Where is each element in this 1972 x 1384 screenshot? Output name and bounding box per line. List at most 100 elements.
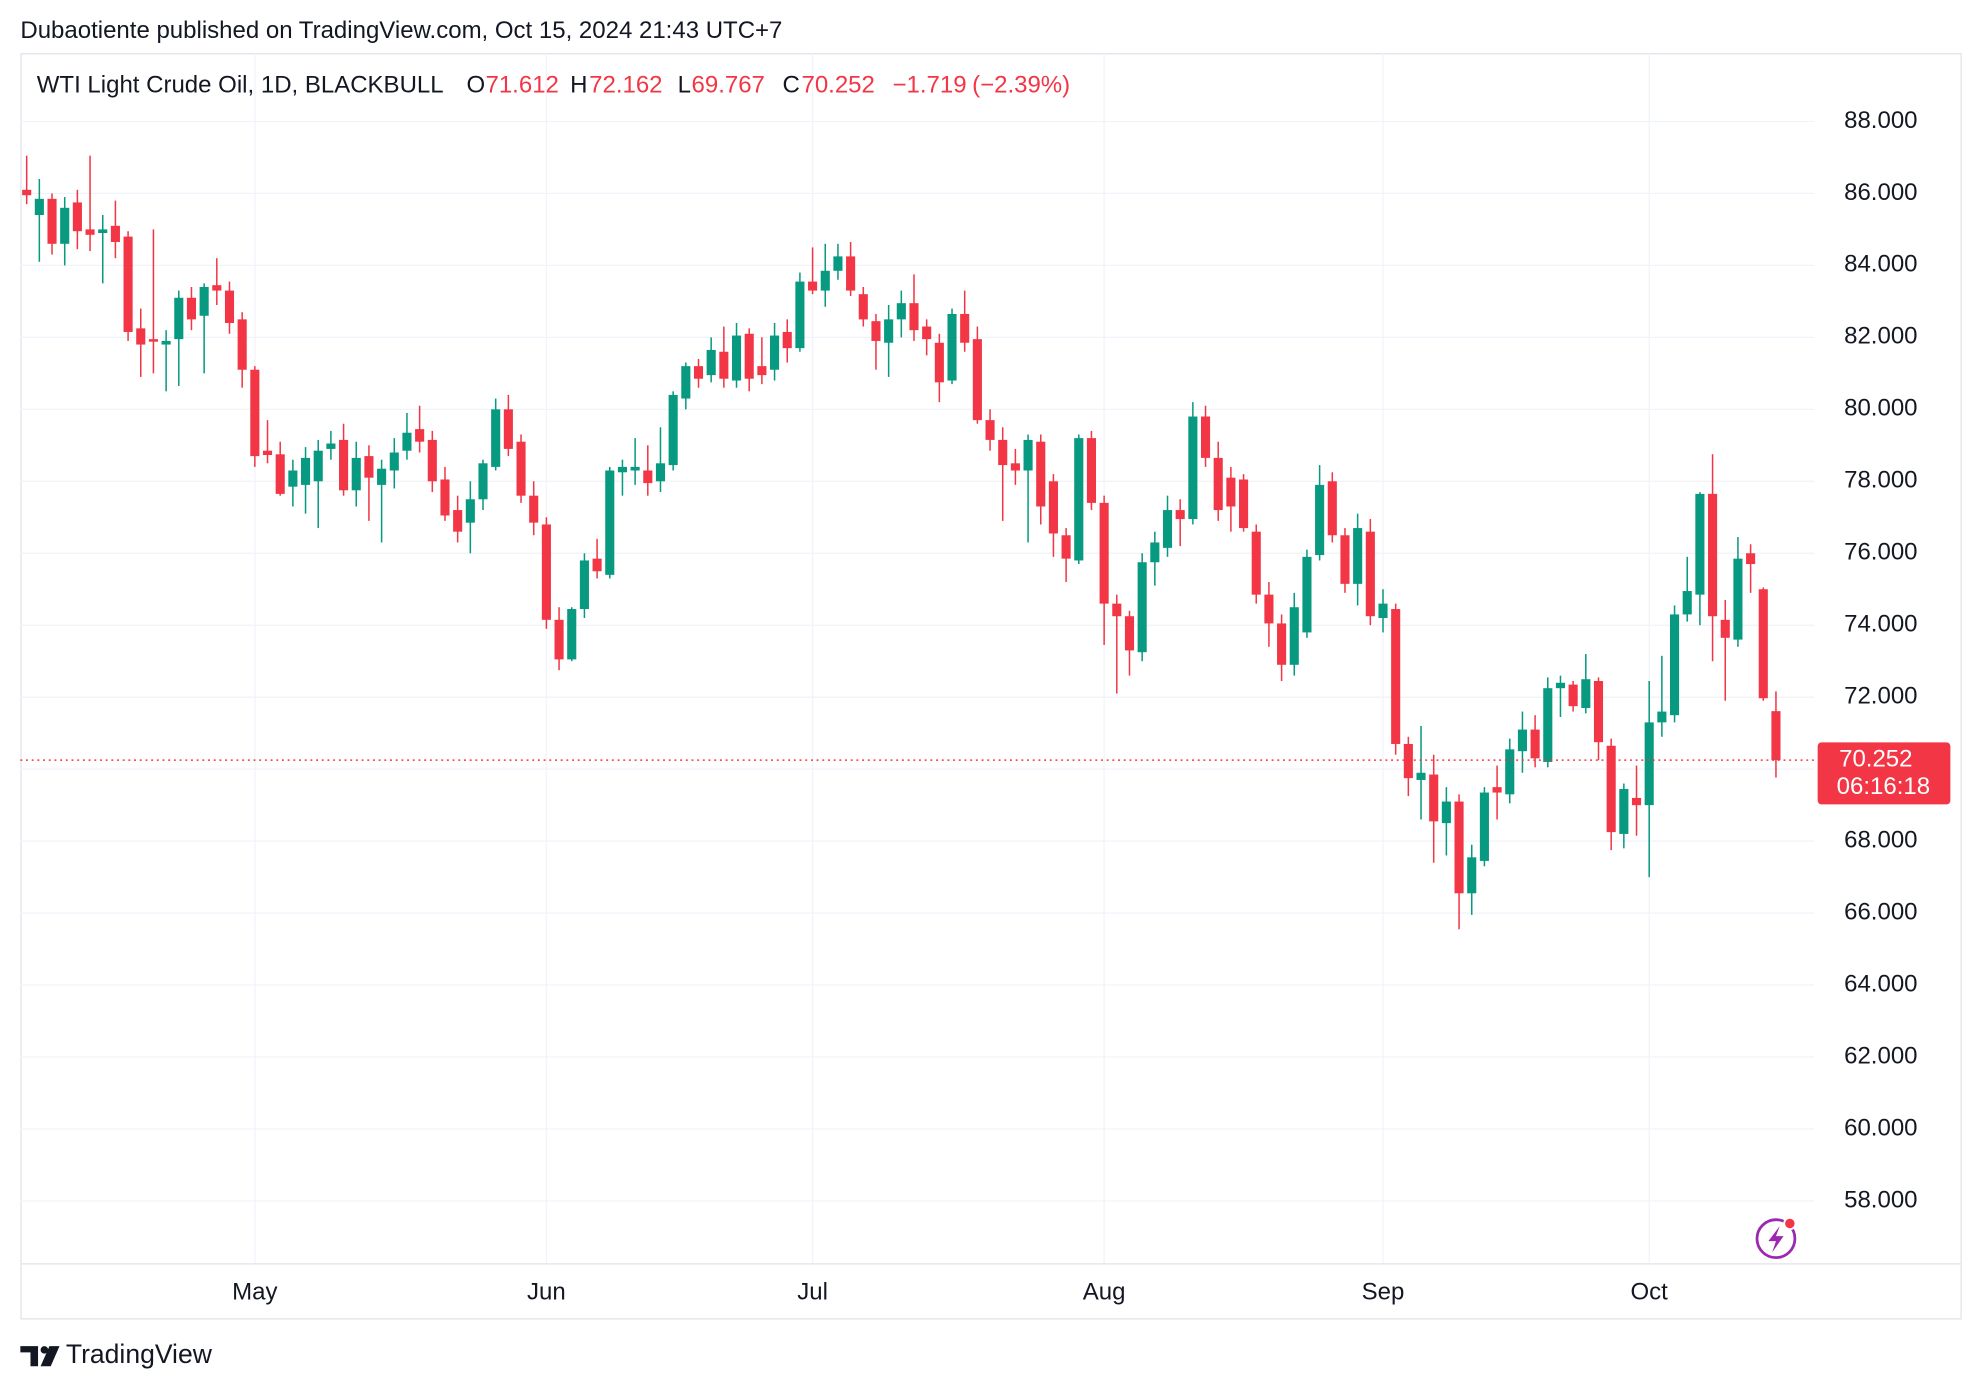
alert-bolt [1768,1226,1784,1253]
candle-body [1467,857,1477,894]
candle-body [1086,438,1097,503]
candle-body [250,369,260,457]
legend-close: 70.252 [801,71,874,98]
candle-body [364,456,374,478]
candle-body [199,286,209,316]
candle-body [1593,680,1604,743]
brand-logo[interactable]: TradingView [20,1339,213,1369]
candle-body [668,394,678,466]
candle-body [1137,562,1147,653]
candle-body [1264,594,1274,624]
candle-body [833,256,843,271]
candle-body [1771,711,1781,761]
candle-body [478,463,488,500]
candle-body [98,229,108,234]
candle-body [136,328,146,345]
candle-body [731,335,742,381]
y-tick-label: 80.000 [1844,395,1917,422]
candle-body [47,198,57,244]
x-tick-label: Jul [797,1278,828,1305]
alert-dot [1783,1216,1797,1231]
legend-open: 71.612 [485,71,558,98]
candle-body [123,236,133,332]
candle-body [1669,614,1680,716]
candle-body [262,450,273,456]
legend-low: 69.767 [692,71,765,98]
candle-body [719,351,729,379]
candle-body [693,366,704,379]
candle-body [1505,749,1515,795]
candle-body [174,297,184,340]
candle-body [1124,616,1135,651]
candle-body [1150,542,1160,563]
y-tick-label: 60.000 [1844,1114,1917,1141]
candle-body [922,326,932,340]
candle-body [1353,528,1363,584]
publish-info: Dubaotiente published on TradingView.com… [20,17,782,44]
candle-body [681,366,691,399]
candle-body [1416,772,1426,780]
candle-body [643,470,653,484]
candle-body [389,452,399,471]
y-tick-label: 76.000 [1844,539,1917,566]
candle-body [960,313,970,343]
candle-body [1568,684,1578,707]
candle-body [1036,441,1046,507]
candle-body [1251,531,1261,595]
candle-body [288,470,298,487]
candle-body [706,349,716,376]
candle-body [1530,729,1540,759]
candle-body [1010,463,1020,471]
candle-body [453,510,463,532]
legend-open-label: O [467,71,486,98]
candle-body [1581,679,1591,708]
candle-body [947,313,957,381]
candle-body [1429,774,1439,822]
legend-change: −1.719 [892,71,966,98]
candle-body [1162,510,1173,548]
candle-body [326,443,336,449]
candle-body [300,457,311,485]
x-tick-label: Aug [1083,1278,1126,1305]
candle-body [1289,607,1299,665]
candle-body [744,333,754,379]
candle-body [1061,535,1071,559]
candle-body [757,366,767,376]
candle-body [465,499,475,523]
candle-body [1746,553,1756,565]
candle-body [237,319,247,370]
y-tick-label: 68.000 [1844,826,1917,853]
logo-part [20,1346,39,1367]
legend-close-label: C [783,71,800,98]
candle-body [1365,531,1375,617]
candle-body [605,470,615,575]
candle-body [377,468,387,485]
chart-frame [20,53,1962,1320]
alert-circle[interactable] [1755,1218,1797,1259]
candle-body [1315,484,1325,556]
candle-body [1720,619,1730,638]
alert-icon[interactable] [1755,1216,1797,1259]
candle-body [186,297,197,320]
candle-body [72,202,82,232]
candle-body [415,429,425,442]
y-tick-label: 72.000 [1844,683,1917,710]
candle-body [491,409,501,467]
candle-body [1606,745,1616,833]
y-tick-label: 78.000 [1844,467,1917,494]
y-tick-label: 82.000 [1844,323,1917,350]
candle-body [630,466,640,471]
legend-low-label: L [678,71,691,98]
candle-body [110,225,120,242]
candle-body [402,432,412,451]
y-tick-label: 62.000 [1844,1042,1917,1069]
candle-body [224,290,235,323]
grid [20,53,1961,1265]
candle-body [795,281,805,349]
candle-body [503,409,513,449]
candle-body [313,450,323,482]
candle-body [1200,416,1211,458]
price-tag-countdown: 06:16:18 [1837,773,1930,800]
candle-body [85,229,95,235]
legend-high-label: H [570,71,587,98]
